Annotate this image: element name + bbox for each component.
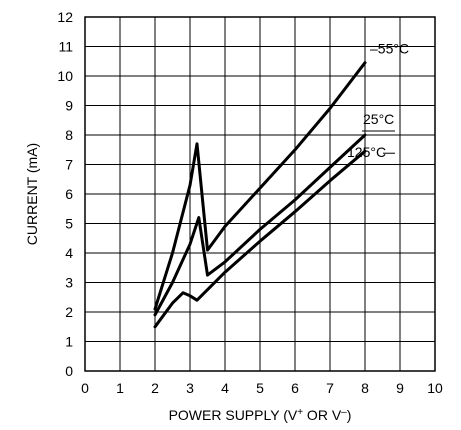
y-tick-label: 5: [65, 216, 73, 232]
x-tick-label: 6: [291, 380, 299, 396]
grid: [85, 17, 435, 371]
x-tick-label: 2: [151, 380, 159, 396]
y-tick-label: 1: [65, 334, 73, 350]
x-axis-title: POWER SUPPLY (V+ OR V–): [169, 407, 352, 424]
series-curve-2: [153, 149, 367, 329]
x-tick-label: 3: [186, 380, 194, 396]
y-tick-label: 8: [65, 127, 73, 143]
y-tick-label: 11: [58, 39, 73, 55]
x-tick-label: 5: [256, 380, 264, 396]
y-tick-label: 3: [65, 275, 73, 291]
series-label: –55°C: [370, 41, 409, 57]
series-curve-1: [153, 133, 367, 317]
y-tick-label: 7: [65, 157, 73, 173]
curves: [153, 61, 367, 329]
y-tick-label: 9: [65, 98, 73, 114]
series-label: 25°C: [363, 111, 394, 127]
series-curve-0: [153, 61, 367, 311]
y-tick-label: 10: [57, 68, 73, 84]
x-tick-label: 1: [116, 380, 124, 396]
x-tick-label: 9: [396, 380, 404, 396]
plot-frame: [84, 16, 436, 372]
y-axis-title: CURRENT (mA): [24, 143, 40, 245]
y-tick-label: 6: [65, 186, 73, 202]
series-labels: –55°C 25°C 125°C: [347, 41, 409, 161]
y-tick-label: 12: [57, 9, 73, 25]
y-tick-label: 2: [65, 304, 73, 320]
x-tick-label: 4: [221, 380, 229, 396]
x-tick-label: 0: [81, 380, 89, 396]
y-tick-label: 4: [65, 245, 73, 261]
x-tick-label: 8: [361, 380, 369, 396]
x-tick-label: 7: [326, 380, 334, 396]
x-tick-label: 10: [427, 380, 443, 396]
x-tick-labels: 0 1 2 3 4 5 6 7 8 9 10: [81, 380, 443, 396]
y-tick-label: 0: [65, 363, 73, 379]
series-label: 125°C: [347, 144, 386, 160]
